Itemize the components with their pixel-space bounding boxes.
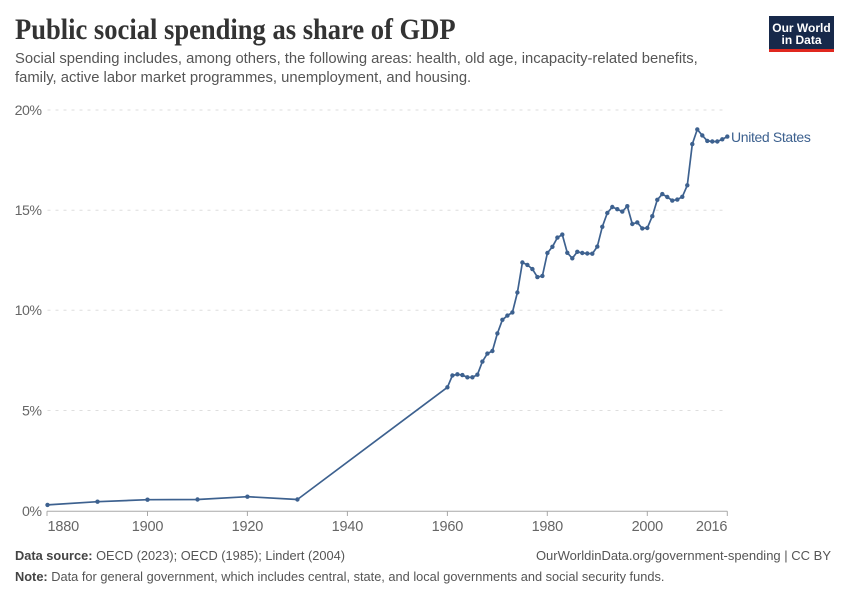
svg-text:0%: 0%: [22, 504, 42, 520]
svg-text:10%: 10%: [15, 303, 43, 319]
svg-text:20%: 20%: [15, 103, 43, 119]
svg-text:1940: 1940: [332, 519, 364, 535]
svg-text:1880: 1880: [48, 519, 80, 535]
svg-text:1900: 1900: [132, 519, 164, 535]
svg-text:1960: 1960: [432, 519, 464, 535]
svg-text:2016: 2016: [696, 519, 728, 535]
svg-text:2000: 2000: [632, 519, 664, 535]
svg-text:5%: 5%: [22, 403, 42, 419]
svg-text:1920: 1920: [232, 519, 264, 535]
svg-text:15%: 15%: [15, 203, 43, 219]
svg-text:1980: 1980: [532, 519, 564, 535]
svg-text:United States: United States: [731, 129, 811, 145]
